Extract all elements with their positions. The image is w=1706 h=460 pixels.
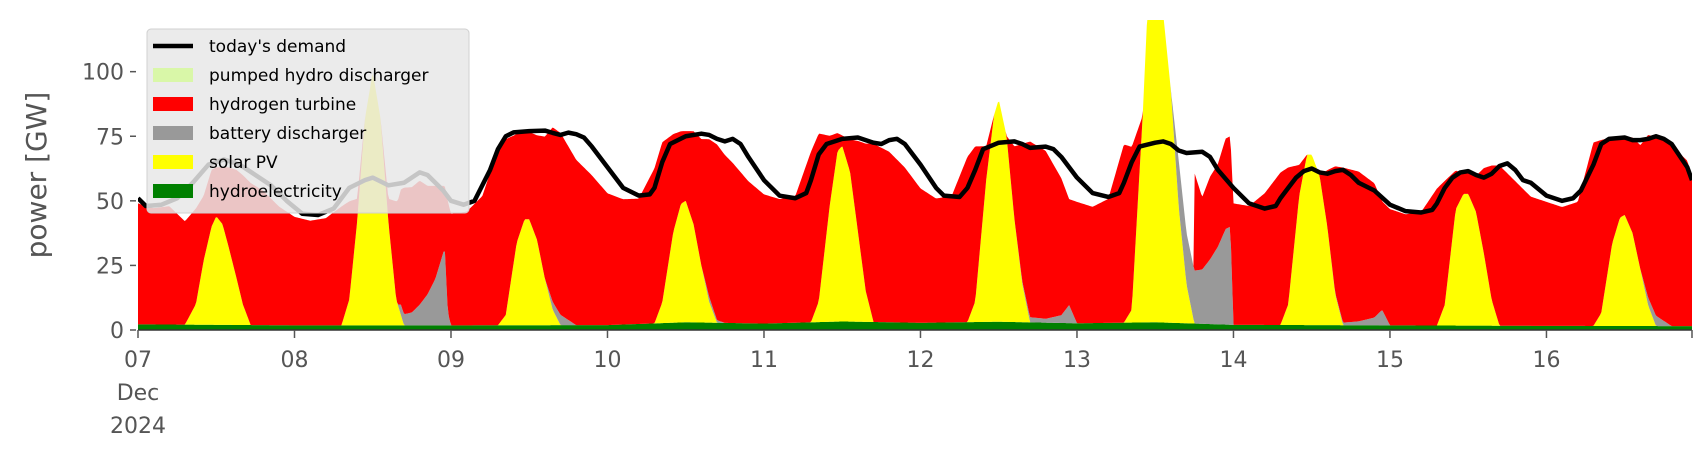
x-tick-label-11: 11 bbox=[750, 348, 778, 373]
x-tick-month-label: Dec bbox=[117, 381, 160, 406]
legend-label-hydrogen-turbine: hydrogen turbine bbox=[209, 95, 356, 115]
x-tick-label-15: 15 bbox=[1376, 348, 1404, 373]
area-hydroelectricity bbox=[138, 321, 1692, 330]
x-tick-label-12: 12 bbox=[906, 348, 934, 373]
legend-label-battery-discharger: battery discharger bbox=[209, 124, 366, 144]
y-tick-label-75: 75 bbox=[96, 125, 124, 150]
legend-label-solar-pv: solar PV bbox=[209, 153, 278, 173]
x-tick-label-10: 10 bbox=[593, 348, 621, 373]
legend-swatch-battery-discharger bbox=[153, 126, 193, 140]
area-series-layer bbox=[138, 20, 1692, 330]
y-axis-label: power [GW] bbox=[20, 92, 53, 259]
x-tick-label-07: 07 bbox=[124, 348, 152, 373]
legend-box bbox=[146, 28, 470, 214]
axes: 0 25 50 75 100 07 Dec 2024 08 09 10 11 12 13 14 15 16 bbox=[82, 61, 1693, 439]
legend-swatch-solar-pv bbox=[153, 155, 193, 169]
legend-swatch-hydrogen-turbine bbox=[153, 97, 193, 111]
x-tick-label-16: 16 bbox=[1532, 348, 1560, 373]
legend-label-today-s-demand: today's demand bbox=[209, 37, 346, 57]
legend-label-hydroelectricity: hydroelectricity bbox=[209, 182, 342, 202]
x-tick-year-label: 2024 bbox=[110, 414, 166, 439]
legend: today's demand pumped hydro discharger hyd… bbox=[146, 28, 470, 214]
x-tick-label-09: 09 bbox=[437, 348, 465, 373]
legend-label-pumped-hydro-discharger: pumped hydro discharger bbox=[209, 66, 428, 86]
y-tick-label-50: 50 bbox=[96, 190, 124, 215]
x-tick-label-08: 08 bbox=[280, 348, 308, 373]
area-hydrogen-turbine bbox=[138, 20, 1692, 327]
x-tick-label-13: 13 bbox=[1063, 348, 1091, 373]
legend-swatch-pumped-hydro-discharger bbox=[153, 68, 193, 82]
y-tick-label-25: 25 bbox=[96, 254, 124, 279]
legend-swatch-hydroelectricity bbox=[153, 184, 193, 198]
area-solar-pv bbox=[138, 20, 1692, 327]
x-tick-label-14: 14 bbox=[1219, 348, 1247, 373]
y-tick-label-0: 0 bbox=[110, 319, 124, 344]
y-tick-label-100: 100 bbox=[82, 61, 124, 86]
